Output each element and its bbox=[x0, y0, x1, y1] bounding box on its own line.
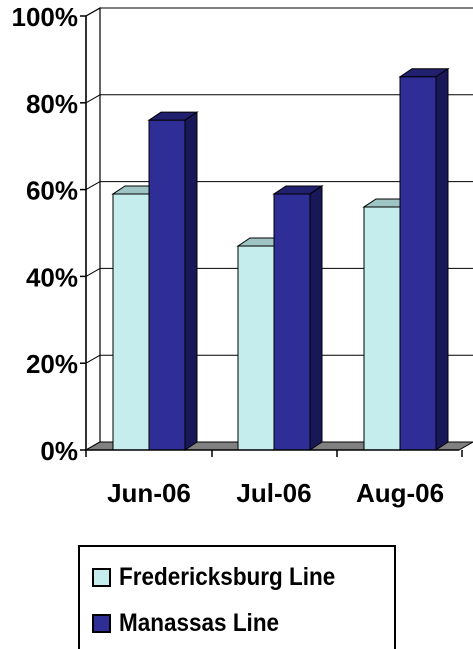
y-tick-label: 40% bbox=[26, 262, 78, 292]
bar bbox=[272, 185, 324, 451]
bar-side bbox=[309, 185, 323, 451]
legend-swatch-fredericksburg bbox=[92, 568, 111, 587]
legend-label-fredericksburg: Fredericksburg Line bbox=[119, 563, 336, 591]
bar-front bbox=[273, 193, 311, 451]
bar bbox=[147, 111, 199, 451]
chart-walls bbox=[85, 6, 101, 452]
x-tick-label: Jul-06 bbox=[236, 478, 311, 508]
y-tick-label: 0% bbox=[40, 436, 78, 466]
gridline-diagonal bbox=[85, 94, 101, 104]
x-axis: Jun-06 Jul-06 Aug-06 bbox=[85, 449, 463, 508]
gridline-diagonal bbox=[85, 7, 101, 17]
legend: Fredericksburg Line Manassas Line bbox=[78, 545, 396, 649]
bar-side bbox=[435, 67, 449, 451]
y-tick-label: 20% bbox=[26, 349, 78, 379]
legend-label-manassas: Manassas Line bbox=[119, 609, 280, 637]
bar bbox=[398, 67, 450, 451]
legend-item-fredericksburg: Fredericksburg Line bbox=[92, 563, 359, 592]
bar-front bbox=[363, 206, 401, 451]
chart: 0% 20% 40% 60% 80% 100% Jun-06 Jul-06 Aug-06 bbox=[12, 2, 473, 508]
gridline-diagonal bbox=[85, 181, 101, 191]
bar-front bbox=[399, 76, 437, 451]
legend-swatch-manassas bbox=[92, 614, 111, 633]
x-tick-label: Jun-06 bbox=[107, 478, 191, 508]
gridline-diagonal bbox=[85, 354, 101, 364]
y-axis: 0% 20% 40% 60% 80% 100% bbox=[12, 2, 87, 466]
bar-front bbox=[237, 245, 275, 451]
bar-front bbox=[148, 119, 186, 451]
x-tick-label: Aug-06 bbox=[356, 478, 444, 508]
legend-item-manassas: Manassas Line bbox=[92, 609, 297, 638]
gridline-diagonal bbox=[85, 267, 101, 277]
bar-front bbox=[112, 193, 150, 451]
bars bbox=[111, 67, 450, 451]
left-wall bbox=[85, 6, 101, 452]
bar-side bbox=[184, 111, 198, 451]
y-tick-label: 100% bbox=[12, 2, 79, 32]
y-tick-label: 60% bbox=[26, 176, 78, 206]
y-tick-label: 80% bbox=[26, 89, 78, 119]
